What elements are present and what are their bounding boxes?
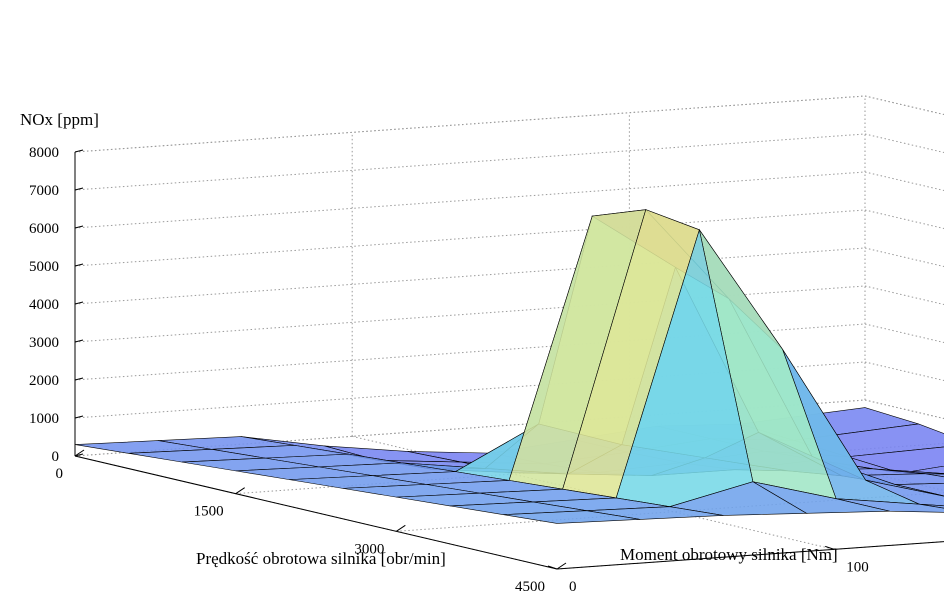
x-tick-label: 0 [56, 466, 64, 482]
z-tick [74, 301, 84, 305]
z-tick-label: 5000 [29, 259, 59, 275]
x-tick-label: 4500 [515, 579, 545, 595]
tick-labels: 0100020003000400050006000700080000150030… [29, 145, 869, 595]
x-tick-label: 1500 [194, 504, 224, 520]
z-tick [74, 263, 84, 267]
x-axis-label: Prędkość obrotowa silnika [obr/min] [196, 549, 446, 568]
x-tick [396, 524, 406, 532]
surface-patch [503, 510, 641, 524]
y-tick [547, 565, 558, 570]
z-tick-label: 7000 [29, 183, 59, 199]
grid-line [864, 95, 944, 116]
z-tick-label: 4000 [29, 297, 59, 313]
z-tick-label: 2000 [29, 373, 59, 389]
y-axis-label: Moment obrotowy silnika [Nm] [620, 545, 838, 564]
grid-line [74, 285, 944, 343]
z-tick-label: 8000 [29, 145, 59, 161]
x-tick [74, 449, 85, 457]
z-tick-label: 1000 [29, 411, 59, 427]
x-tick [556, 562, 567, 570]
axes [74, 149, 944, 570]
z-tick [74, 415, 84, 419]
y-tick-label: 100 [846, 559, 869, 575]
y-tick [825, 545, 835, 550]
z-tick [74, 377, 84, 381]
grid-line [74, 209, 944, 267]
grid-line [352, 435, 835, 550]
x-tick-label: 3000 [354, 541, 384, 557]
grid-line [74, 247, 944, 305]
grid-line [74, 133, 944, 191]
x-axis [74, 455, 558, 570]
z-tick-label: 0 [52, 449, 60, 465]
y-axis [556, 541, 944, 570]
y-tick-label: 0 [569, 579, 577, 595]
surface-mesh [74, 209, 944, 524]
z-tick-label: 3000 [29, 335, 59, 351]
z-tick [74, 187, 84, 191]
grid-line [74, 95, 944, 153]
z-tick-label: 6000 [29, 221, 59, 237]
z-tick [74, 339, 84, 343]
z-axis-label: NOx [ppm] [20, 110, 99, 129]
x-tick [235, 487, 245, 495]
z-tick [74, 149, 84, 153]
z-tick [74, 225, 84, 229]
grid-line [74, 171, 944, 229]
grid-line [74, 95, 866, 153]
